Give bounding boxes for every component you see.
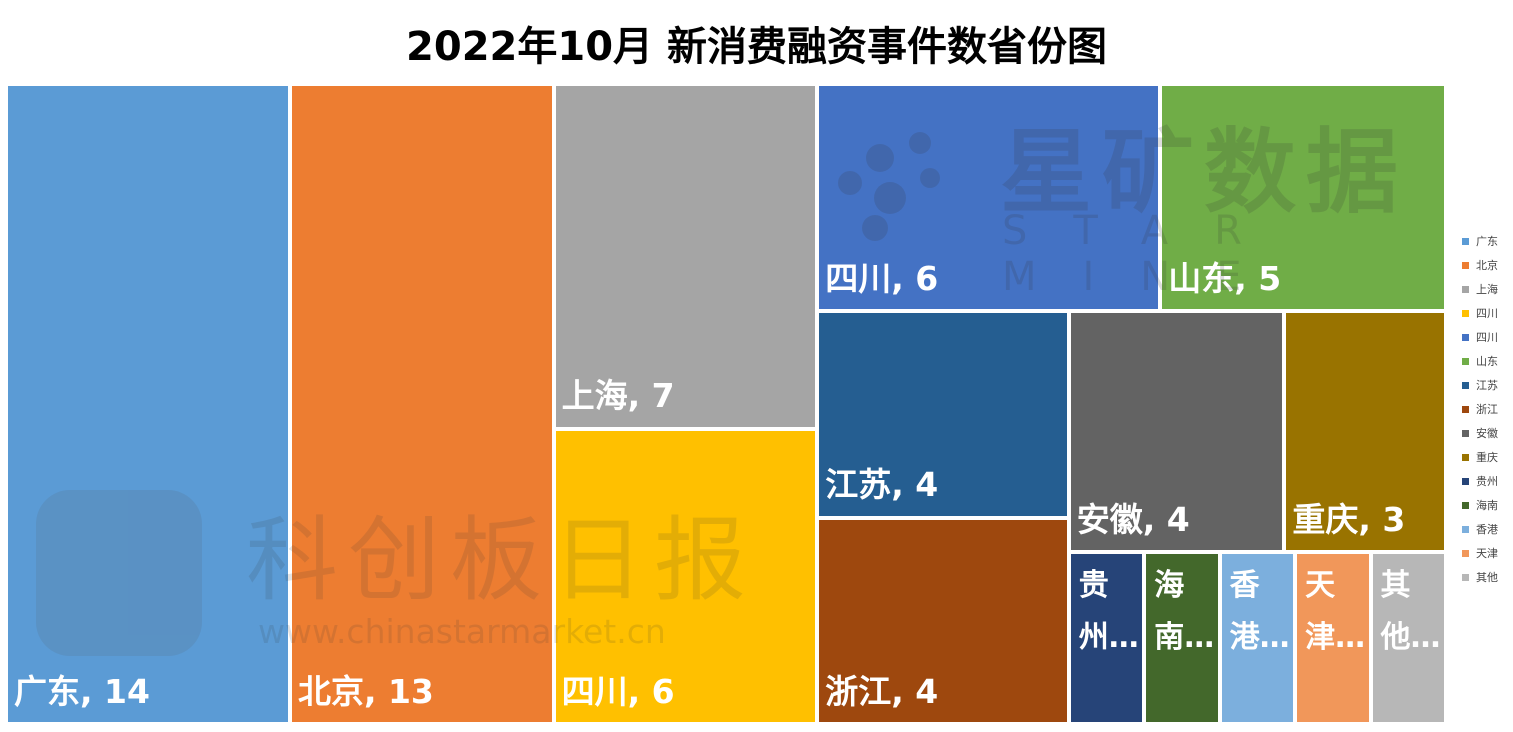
legend-item: 四川 <box>1462 325 1510 349</box>
legend-item: 上海 <box>1462 277 1510 301</box>
treemap-cell-label: 山东, 5 <box>1168 258 1282 298</box>
legend-item: 其他 <box>1462 565 1510 589</box>
treemap-cell-13: 天津… <box>1295 551 1371 724</box>
legend-item: 贵州 <box>1462 469 1510 493</box>
legend-swatch <box>1462 477 1469 485</box>
legend-swatch <box>1462 453 1469 461</box>
legend-swatch <box>1462 333 1469 341</box>
legend-swatch <box>1462 549 1469 557</box>
treemap-cell-6: 江苏, 4 <box>817 311 1069 518</box>
treemap-cell-3: 四川, 6 <box>553 428 818 724</box>
legend-item: 海南 <box>1462 493 1510 517</box>
legend-item: 天津 <box>1462 541 1510 565</box>
legend-swatch <box>1462 573 1469 581</box>
treemap-cell-2: 上海, 7 <box>553 84 818 429</box>
legend-label: 安徽 <box>1476 427 1498 440</box>
legend-item: 江苏 <box>1462 373 1510 397</box>
legend-swatch <box>1462 309 1469 317</box>
treemap-cell-label: 上海, 7 <box>561 376 675 416</box>
legend-label: 北京 <box>1476 259 1498 272</box>
treemap-cell-10: 贵州… <box>1068 551 1145 724</box>
legend-label: 浙江 <box>1476 403 1498 416</box>
legend-swatch <box>1462 525 1469 533</box>
legend-swatch <box>1462 261 1469 269</box>
treemap-cell-5: 山东, 5 <box>1160 84 1446 312</box>
chart-title: 2022年10月 新消费融资事件数省份图 <box>406 24 1107 70</box>
treemap-cell-11: 海南… <box>1144 551 1220 724</box>
legend-swatch <box>1462 501 1469 509</box>
legend-swatch <box>1462 237 1469 245</box>
legend-item: 广东 <box>1462 229 1510 253</box>
legend-item: 北京 <box>1462 253 1510 277</box>
legend-label: 广东 <box>1476 235 1498 248</box>
treemap-cell-label: 香港… <box>1229 567 1290 656</box>
legend-label: 天津 <box>1476 547 1498 560</box>
legend-item: 香港 <box>1462 517 1510 541</box>
legend-swatch <box>1462 285 1469 293</box>
treemap-cell-label: 其他… <box>1380 567 1441 656</box>
legend-swatch <box>1462 381 1469 389</box>
legend-item: 安徽 <box>1462 421 1510 445</box>
treemap-cell-7: 浙江, 4 <box>817 517 1069 724</box>
treemap: 广东, 14 北京, 13 上海, 7 四川, 6 四川, 6 山东, 5 江苏, 4 浙江,… <box>6 84 1446 724</box>
legend-swatch <box>1462 357 1469 365</box>
treemap-cell-label: 江苏, 4 <box>825 465 939 505</box>
legend-label: 重庆 <box>1476 451 1498 464</box>
treemap-cell-9: 重庆, 3 <box>1284 311 1446 552</box>
legend-label: 香港 <box>1476 523 1498 536</box>
treemap-cell-label: 贵州… <box>1078 567 1139 656</box>
treemap-cell-label: 浙江, 4 <box>825 671 939 711</box>
legend-label: 四川 <box>1476 307 1498 320</box>
treemap-cell-label: 重庆, 3 <box>1292 499 1406 539</box>
treemap-cell-4: 四川, 6 <box>817 84 1161 312</box>
legend-item: 重庆 <box>1462 445 1510 469</box>
chart-legend: 广东 北京 上海 四川 四川 山东 江苏 浙江 安徽 重庆 贵州 海南 香港 天津 其他 <box>1462 229 1510 589</box>
legend-label: 其他 <box>1476 571 1498 584</box>
treemap-cell-label: 北京, 13 <box>297 671 434 711</box>
treemap-cell-label: 天津… <box>1305 567 1366 656</box>
treemap-cell-label: 安徽, 4 <box>1076 499 1190 539</box>
treemap-cell-label: 四川, 6 <box>561 671 675 711</box>
legend-swatch <box>1462 405 1469 413</box>
treemap-cell-1: 北京, 13 <box>289 84 554 724</box>
legend-label: 贵州 <box>1476 475 1498 488</box>
legend-item: 浙江 <box>1462 397 1510 421</box>
treemap-cell-label: 四川, 6 <box>825 258 939 298</box>
legend-label: 四川 <box>1476 331 1498 344</box>
legend-swatch <box>1462 429 1469 437</box>
treemap-cell-label: 海南… <box>1154 567 1215 656</box>
legend-label: 海南 <box>1476 499 1498 512</box>
treemap-cell-0: 广东, 14 <box>6 84 290 724</box>
legend-label: 江苏 <box>1476 379 1498 392</box>
legend-item: 四川 <box>1462 301 1510 325</box>
legend-item: 山东 <box>1462 349 1510 373</box>
treemap-cell-label: 广东, 14 <box>14 671 150 711</box>
treemap-cell-12: 香港… <box>1219 551 1296 724</box>
legend-label: 山东 <box>1476 355 1498 368</box>
legend-label: 上海 <box>1476 283 1498 296</box>
treemap-cell-8: 安徽, 4 <box>1068 311 1285 552</box>
treemap-cell-14: 其他… <box>1370 551 1446 724</box>
